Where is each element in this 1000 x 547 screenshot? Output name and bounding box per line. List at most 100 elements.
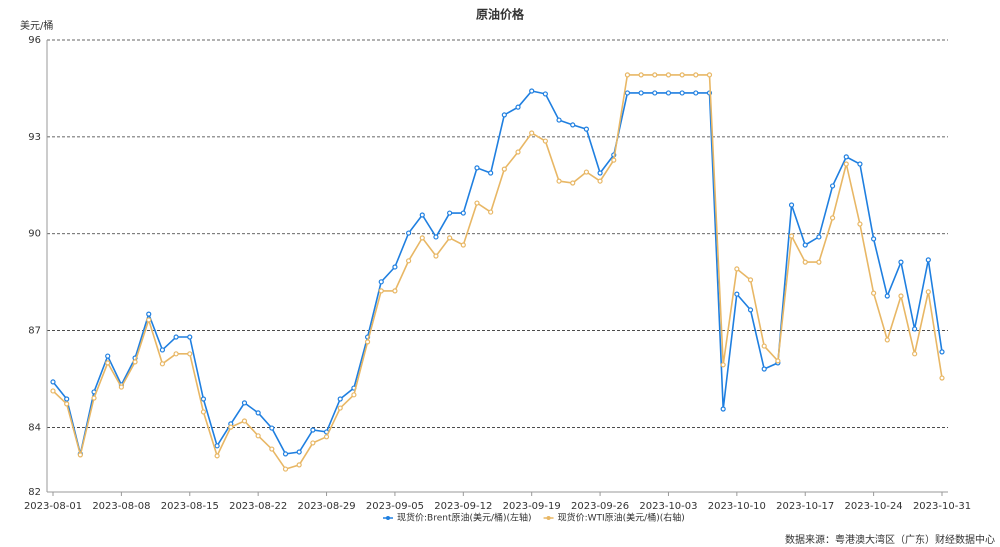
point (529, 130, 535, 136)
point (898, 293, 904, 299)
point (406, 230, 412, 236)
x-tick-label: 2023-08-22 (229, 501, 287, 512)
point (679, 90, 685, 96)
y-tick-label: 82 (28, 487, 41, 498)
point (556, 178, 562, 184)
point (282, 451, 289, 457)
point (693, 90, 699, 96)
x-tick-label: 2023-10-10 (708, 501, 766, 512)
x-tick-label: 2023-09-19 (503, 501, 561, 512)
point (269, 446, 275, 452)
point (734, 291, 740, 297)
legend-marker (546, 516, 551, 520)
point (50, 379, 56, 385)
point (488, 170, 494, 176)
point (611, 157, 617, 163)
point (720, 362, 726, 368)
point (570, 122, 576, 128)
point (802, 259, 808, 265)
point (652, 90, 658, 96)
point (392, 264, 398, 270)
point (706, 72, 713, 78)
point (200, 396, 207, 402)
point (775, 358, 781, 364)
point (351, 392, 357, 398)
point (433, 253, 439, 259)
x-tick-label: 2023-08-01 (24, 501, 82, 512)
point (118, 384, 124, 390)
point (255, 410, 261, 416)
point (542, 138, 548, 144)
x-tick-label: 2023-09-12 (434, 501, 492, 512)
point (255, 433, 261, 439)
point (829, 183, 836, 189)
point (214, 443, 220, 449)
point (241, 418, 248, 424)
point (652, 72, 658, 78)
source: 数据来源：粤港澳大湾区（广东）财经数据中心 (785, 533, 995, 546)
point (679, 72, 685, 78)
point (105, 353, 111, 359)
point (583, 126, 590, 132)
point (829, 215, 836, 221)
point (816, 259, 822, 265)
point (173, 351, 179, 357)
x-tick-label: 2023-09-26 (571, 501, 629, 512)
point (898, 259, 904, 265)
y-unit: 美元/桶 (20, 19, 53, 32)
x-tick-label: 2023-09-05 (366, 501, 424, 512)
point (624, 90, 631, 96)
point (447, 210, 453, 216)
point (556, 117, 562, 123)
point (337, 405, 343, 411)
point (597, 178, 603, 184)
point (939, 375, 945, 381)
point (159, 361, 166, 367)
point (665, 90, 672, 96)
x-tick-label: 2023-08-08 (92, 501, 150, 512)
point (788, 233, 795, 239)
point (693, 72, 699, 78)
point (105, 360, 111, 366)
point (282, 466, 289, 472)
point (187, 351, 193, 357)
y-tick-label: 96 (28, 35, 41, 46)
point (802, 242, 808, 248)
point (515, 149, 521, 155)
point (214, 453, 220, 459)
point (460, 242, 466, 248)
point (816, 234, 822, 240)
point (884, 337, 890, 343)
point (91, 395, 97, 401)
point (542, 91, 548, 97)
x-tick-label: 2023-10-03 (639, 501, 697, 512)
point (406, 258, 412, 264)
point (925, 289, 931, 295)
x-tick-label: 2023-10-17 (776, 501, 834, 512)
point (788, 202, 795, 208)
x-tick-label: 2023-08-15 (161, 501, 219, 512)
point (146, 317, 152, 323)
point (64, 401, 70, 407)
legend-label: 现货价:WTI原油(美元/桶)(右轴) (558, 512, 685, 524)
chart-title: 原油价格 (476, 7, 525, 22)
point (529, 88, 535, 94)
point (447, 235, 453, 241)
point (570, 180, 576, 186)
point (378, 288, 384, 294)
point (474, 200, 480, 206)
y-tick-label: 87 (28, 326, 41, 337)
point (433, 234, 439, 240)
point (132, 359, 138, 365)
point (187, 334, 193, 340)
point (884, 293, 890, 299)
point (843, 161, 849, 167)
point (843, 154, 849, 160)
point (761, 366, 767, 372)
point (515, 104, 521, 110)
point (364, 339, 371, 345)
point (337, 396, 343, 402)
x-tick-label: 2023-10-31 (913, 501, 971, 512)
point (747, 277, 754, 283)
